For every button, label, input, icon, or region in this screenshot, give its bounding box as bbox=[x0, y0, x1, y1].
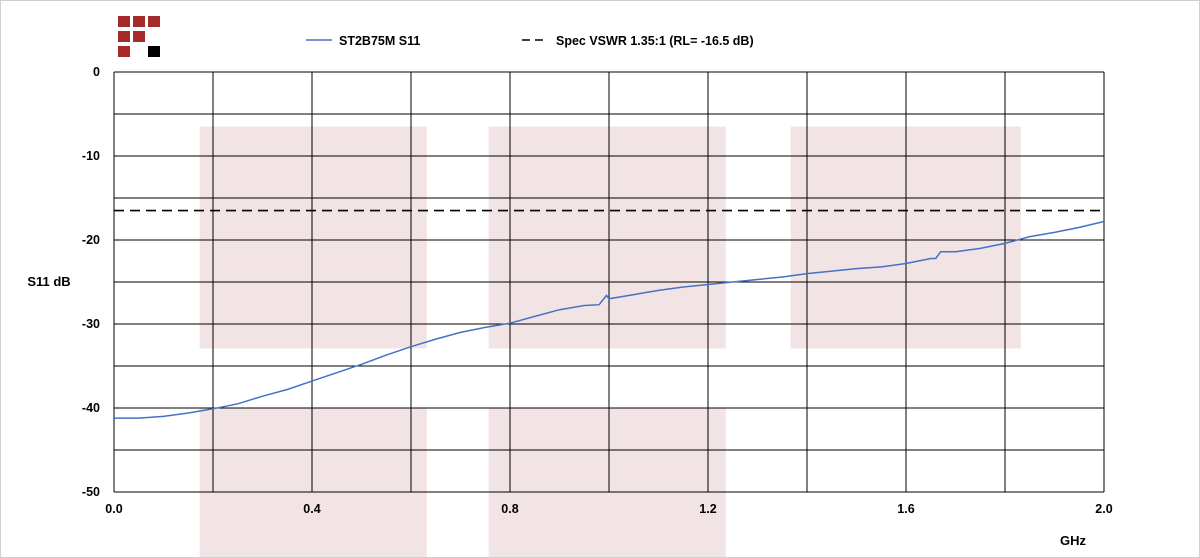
y-tick-label: -10 bbox=[82, 149, 100, 163]
shaded-bands bbox=[199, 126, 1021, 557]
shaded-band-2 bbox=[488, 126, 726, 349]
y-tick-label: -40 bbox=[82, 401, 100, 415]
shaded-band-5 bbox=[488, 408, 726, 557]
logo-block bbox=[118, 16, 130, 27]
x-tick-label: 1.6 bbox=[897, 502, 914, 516]
shaded-band-4 bbox=[199, 408, 427, 557]
x-tick-label: 0.8 bbox=[501, 502, 518, 516]
y-tick-label: -20 bbox=[82, 233, 100, 247]
x-tick-label: 0.0 bbox=[105, 502, 122, 516]
legend-label-s11: ST2B75M S11 bbox=[339, 34, 420, 48]
logo-block bbox=[118, 31, 130, 42]
x-tick-label: 1.2 bbox=[699, 502, 716, 516]
y-tick-label: -30 bbox=[82, 317, 100, 331]
logo-block bbox=[118, 46, 130, 57]
logo bbox=[118, 16, 160, 57]
legend-label-spec: Spec VSWR 1.35:1 (RL= -16.5 dB) bbox=[556, 34, 754, 48]
tick-labels: 0 -10 -20 -30 -40 -50 0.0 0.4 0.8 1.2 1.6 2.0 bbox=[82, 65, 1113, 516]
legend-item-spec: Spec VSWR 1.35:1 (RL= -16.5 dB) bbox=[522, 34, 754, 48]
shaded-band-1 bbox=[199, 126, 427, 349]
x-tick-label: 0.4 bbox=[303, 502, 320, 516]
y-axis-label: S11 dB bbox=[27, 274, 70, 289]
logo-block bbox=[148, 46, 160, 57]
grid-lines bbox=[113, 71, 1105, 493]
y-tick-label: -50 bbox=[82, 485, 100, 499]
legend: ST2B75M S11 Spec VSWR 1.35:1 (RL= -16.5 … bbox=[306, 34, 754, 48]
logo-block bbox=[133, 31, 145, 42]
x-axis-label: GHz bbox=[1060, 533, 1087, 548]
legend-item-s11: ST2B75M S11 bbox=[306, 34, 420, 48]
series-line-s11 bbox=[114, 220, 1105, 419]
logo-block bbox=[133, 16, 145, 27]
x-tick-label: 2.0 bbox=[1095, 502, 1112, 516]
y-tick-label: 0 bbox=[93, 65, 100, 79]
series-lines bbox=[114, 209, 1105, 419]
logo-block bbox=[148, 16, 160, 27]
